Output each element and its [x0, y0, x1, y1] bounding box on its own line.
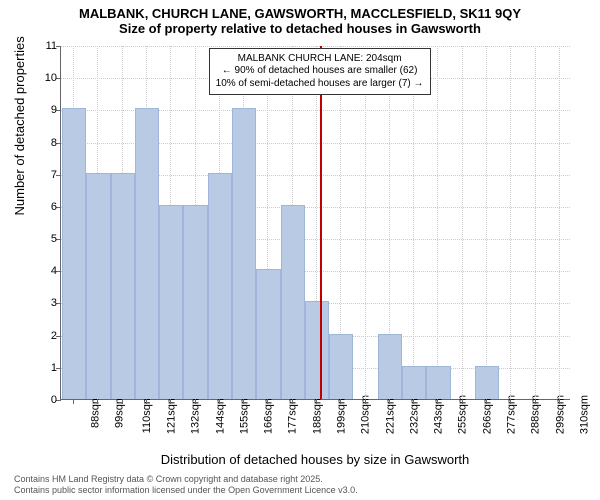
xtick-mark: [316, 399, 317, 404]
chart-title-line2: Size of property relative to detached ho…: [0, 21, 600, 36]
xtick-mark: [413, 399, 414, 404]
xtick-mark: [267, 399, 268, 404]
xtick-mark: [486, 399, 487, 404]
footer-line1: Contains HM Land Registry data © Crown c…: [14, 474, 358, 485]
bar: [135, 108, 159, 399]
annotation-line3: 10% of semi-detached houses are larger (…: [216, 78, 424, 91]
xtick-mark: [462, 399, 463, 404]
xtick-label: 288sqm: [530, 395, 542, 434]
xtick-mark: [389, 399, 390, 404]
xtick-mark: [122, 399, 123, 404]
bar: [426, 366, 450, 399]
ytick-label: 11: [37, 40, 57, 52]
xtick-label: 255sqm: [457, 395, 469, 434]
bar: [402, 366, 426, 399]
xtick-mark: [365, 399, 366, 404]
xtick-mark: [510, 399, 511, 404]
ytick-label: 0: [37, 394, 57, 406]
xtick-mark: [195, 399, 196, 404]
xtick-mark: [243, 399, 244, 404]
xtick-mark: [97, 399, 98, 404]
ytick-label: 8: [37, 137, 57, 149]
xtick-label: 221sqm: [384, 395, 396, 434]
xtick-label: 210sqm: [360, 395, 372, 434]
bar: [183, 205, 207, 399]
xtick-label: 121sqm: [166, 395, 178, 434]
gridline-v: [486, 46, 487, 399]
xtick-mark: [219, 399, 220, 404]
ytick-label: 2: [37, 330, 57, 342]
xtick-label: 199sqm: [336, 395, 348, 434]
ytick-label: 10: [37, 72, 57, 84]
gridline-v: [535, 46, 536, 399]
property-size-chart: MALBANK, CHURCH LANE, GAWSWORTH, MACCLES…: [0, 0, 600, 500]
bar: [281, 205, 305, 399]
footer-line2: Contains public sector information licen…: [14, 485, 358, 496]
bar: [208, 173, 232, 399]
xtick-mark: [535, 399, 536, 404]
ytick-label: 5: [37, 233, 57, 245]
annotation-box: MALBANK CHURCH LANE: 204sqm← 90% of deta…: [209, 48, 431, 96]
xtick-mark: [340, 399, 341, 404]
ytick-label: 9: [37, 104, 57, 116]
xtick-label: 132sqm: [190, 395, 202, 434]
xtick-mark: [292, 399, 293, 404]
bar: [232, 108, 256, 399]
plot-area: 0123456789101188sqm99sqm110sqm121sqm132s…: [60, 46, 570, 400]
bar: [111, 173, 135, 399]
chart-title-block: MALBANK, CHURCH LANE, GAWSWORTH, MACCLES…: [0, 0, 600, 36]
bar: [86, 173, 110, 399]
xtick-label: 299sqm: [554, 395, 566, 434]
bar: [305, 301, 329, 399]
bar: [62, 108, 86, 399]
ytick-label: 7: [37, 169, 57, 181]
gridline-v: [437, 46, 438, 399]
bar: [475, 366, 499, 399]
bar: [329, 334, 353, 399]
xtick-label: 155sqm: [238, 395, 250, 434]
x-axis-title: Distribution of detached houses by size …: [60, 452, 570, 467]
annotation-line1: MALBANK CHURCH LANE: 204sqm: [216, 53, 424, 66]
xtick-label: 277sqm: [506, 395, 518, 434]
ytick-label: 6: [37, 201, 57, 213]
reference-line: [320, 46, 322, 399]
xtick-label: 177sqm: [287, 395, 299, 434]
annotation-line2: ← 90% of detached houses are smaller (62…: [216, 65, 424, 78]
xtick-label: 166sqm: [263, 395, 275, 434]
gridline-v: [365, 46, 366, 399]
xtick-label: 243sqm: [433, 395, 445, 434]
bar: [256, 269, 280, 399]
gridline-v: [559, 46, 560, 399]
xtick-mark: [170, 399, 171, 404]
xtick-mark: [559, 399, 560, 404]
xtick-label: 232sqm: [408, 395, 420, 434]
xtick-label: 99sqm: [114, 395, 126, 428]
bar: [159, 205, 183, 399]
ytick-label: 3: [37, 297, 57, 309]
y-axis-title: Number of detached properties: [12, 36, 27, 215]
xtick-mark: [146, 399, 147, 404]
bar: [378, 334, 402, 399]
gridline-v: [413, 46, 414, 399]
ytick-label: 4: [37, 265, 57, 277]
xtick-label: 310sqm: [578, 395, 590, 434]
xtick-mark: [73, 399, 74, 404]
xtick-mark: [437, 399, 438, 404]
ytick-label: 1: [37, 362, 57, 374]
xtick-label: 188sqm: [311, 395, 323, 434]
gridline-v: [462, 46, 463, 399]
xtick-label: 144sqm: [214, 395, 226, 434]
gridline-v: [510, 46, 511, 399]
chart-title-line1: MALBANK, CHURCH LANE, GAWSWORTH, MACCLES…: [0, 6, 600, 21]
chart-footer: Contains HM Land Registry data © Crown c…: [14, 474, 358, 496]
xtick-label: 266sqm: [481, 395, 493, 434]
xtick-label: 88sqm: [90, 395, 102, 428]
